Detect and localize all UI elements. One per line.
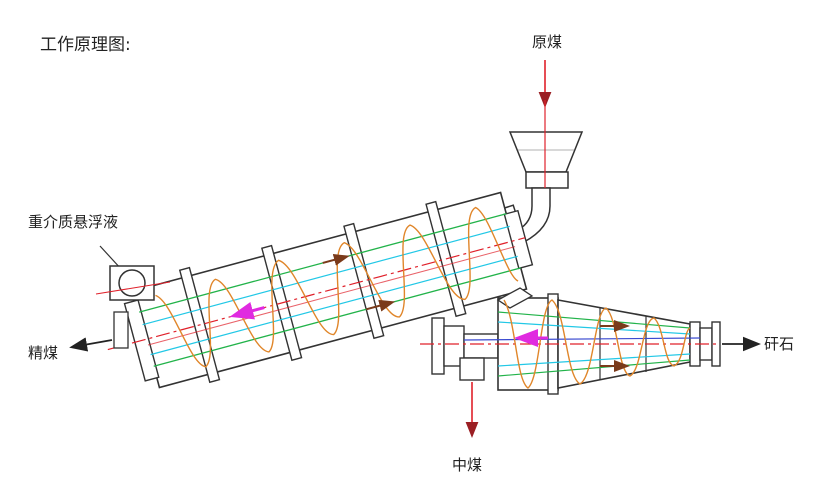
clean-coal-arrow	[69, 337, 113, 352]
label-feed: 原煤	[532, 33, 562, 51]
label-clean-coal: 精煤	[28, 344, 58, 362]
diagram-title: 工作原理图:	[40, 35, 131, 55]
cyclone	[420, 287, 721, 395]
label-middlings: 中煤	[452, 456, 482, 474]
clean-coal-outlet	[113, 311, 129, 349]
label-refuse: 矸石	[764, 335, 794, 353]
medium-inlet	[95, 265, 171, 301]
main-cylinder	[107, 191, 534, 389]
label-medium: 重介质悬浮液	[28, 213, 118, 231]
